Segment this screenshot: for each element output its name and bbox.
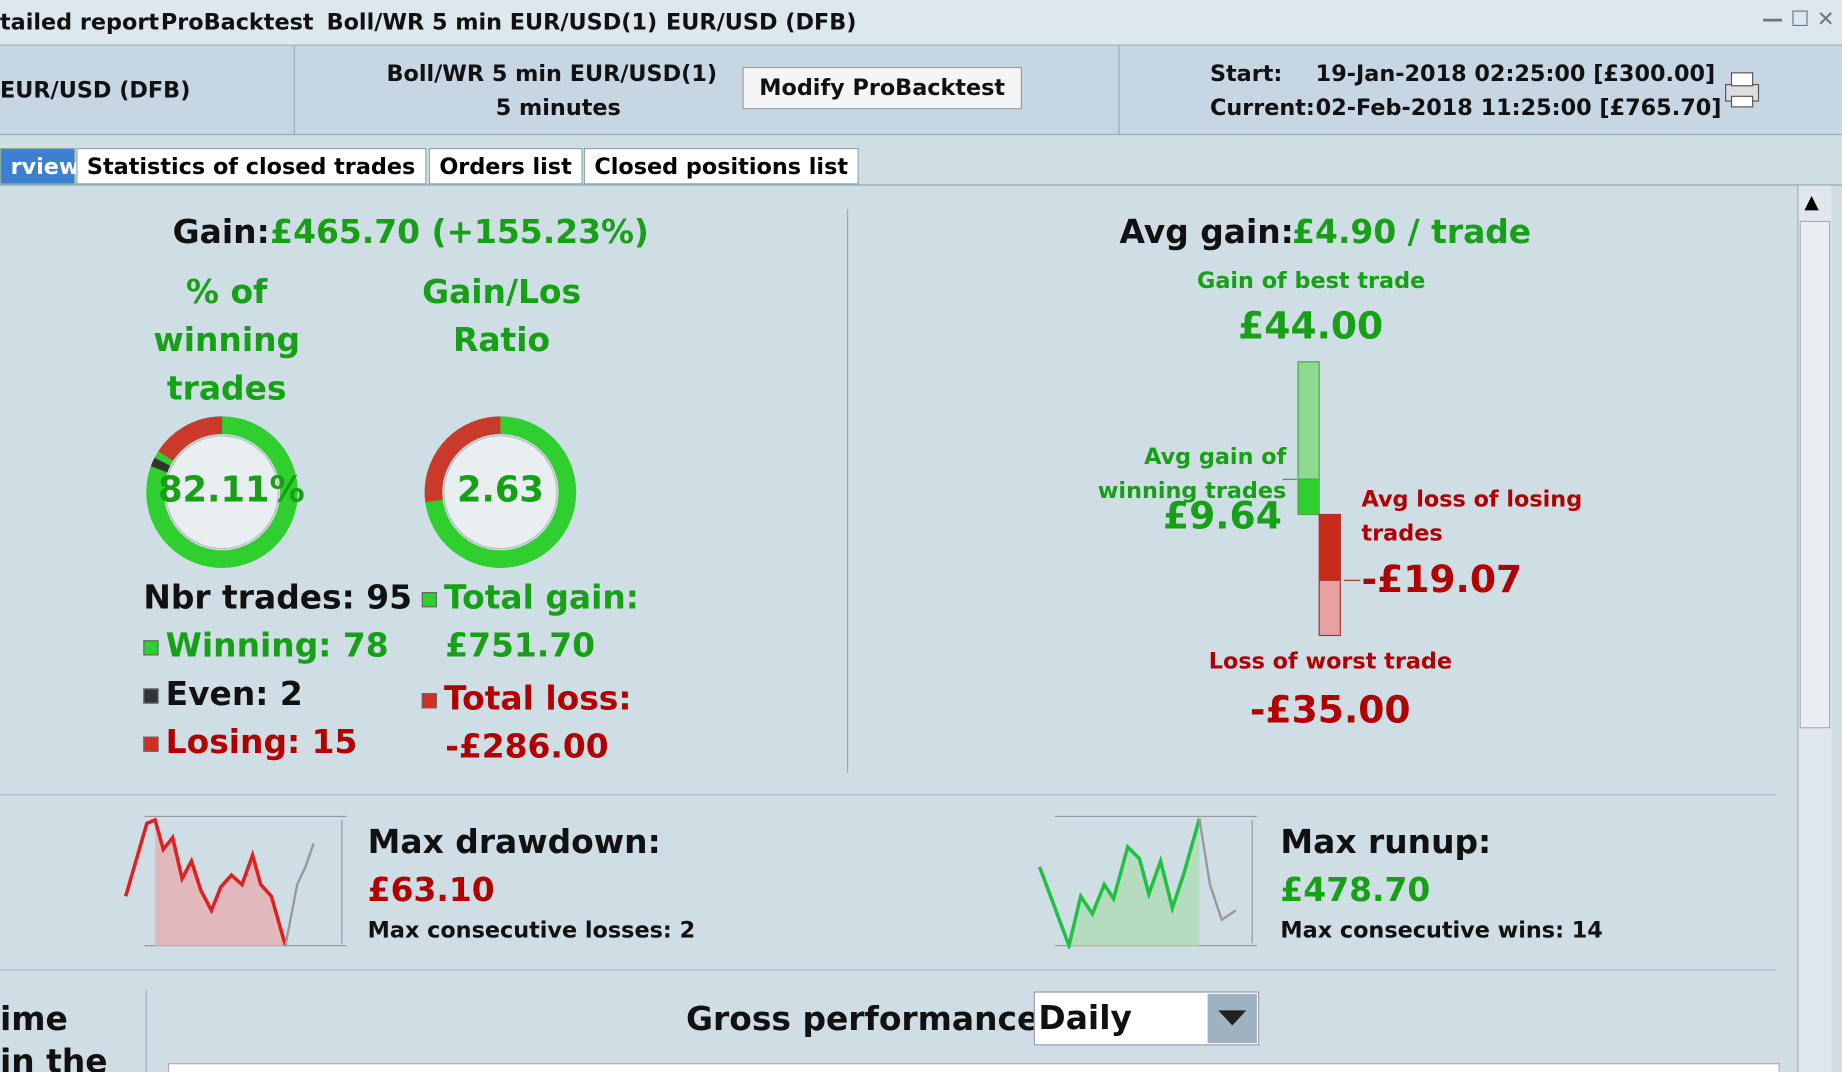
drawdown-label: Max drawdown: — [367, 822, 661, 862]
separator — [1118, 45, 1120, 134]
total-gain-label: Total gain: — [444, 577, 639, 617]
avg-loss-label: Avg loss of losing trades — [1361, 486, 1583, 547]
current-label: Current: — [1209, 95, 1315, 121]
avg-win-label: Avg gain of winning trades — [1097, 444, 1287, 504]
gain-value: £465.70 (+155.23%) — [270, 212, 649, 252]
avg-win: £9.64 — [1162, 493, 1282, 539]
win-pct: 82.11% — [158, 469, 305, 511]
modify-button[interactable]: Modify ProBacktest — [742, 66, 1022, 110]
ratio: 2.63 — [456, 469, 544, 511]
even: Even: 2 — [165, 674, 303, 714]
system: Boll/WR 5 min EUR/USD(1) — [386, 61, 718, 87]
title-part: tailed report — [0, 9, 160, 36]
losing: Losing: 15 — [165, 722, 358, 762]
separator — [0, 969, 1777, 971]
ratio-title: Gain/Los Ratio — [422, 272, 582, 360]
win-pct-title: % of winning trades — [153, 272, 301, 408]
drawdown-consecutive: Max consecutive losses: 2 — [367, 917, 696, 944]
window-controls[interactable]: — ☐ ✕ — [1762, 7, 1835, 32]
title-part: EUR/USD (DFB) — [666, 9, 857, 36]
runup-sparkline — [1037, 815, 1257, 950]
avg-gain-value: £4.90 / trade — [1292, 212, 1532, 252]
arrow-icon — [1218, 1010, 1247, 1026]
chart-area — [167, 1063, 1780, 1072]
print-icon[interactable] — [1721, 70, 1763, 110]
worst-label: Loss of worst trade — [1208, 648, 1453, 675]
worst: -£35.00 — [1249, 687, 1411, 732]
total-loss-label: Total loss: — [444, 678, 632, 718]
gross-label: Gross performance — [686, 999, 1040, 1039]
best-label: Gain of best trade — [1197, 267, 1426, 294]
current-value: 02-Feb-2018 11:25:00 [£765.70] — [1315, 95, 1722, 121]
start-value: 19-Jan-2018 02:25:00 [£300.00] — [1315, 61, 1716, 87]
instrument: EUR/USD (DFB) — [0, 77, 191, 104]
gain-label: Gain: — [172, 212, 270, 252]
runup-value: £478.70 — [1280, 870, 1431, 910]
scroll-up[interactable]: ▲ — [1804, 190, 1819, 213]
trade-bars — [1282, 361, 1361, 637]
runup-consecutive: Max consecutive wins: 14 — [1280, 917, 1603, 944]
tab[interactable]: Orders list — [428, 148, 583, 185]
scroll-thumb[interactable] — [1799, 220, 1831, 729]
avg-loss: -£19.07 — [1361, 556, 1523, 602]
time-in-label: ime in the — [0, 999, 108, 1072]
drawdown-sparkline — [124, 815, 347, 947]
separator — [293, 45, 295, 134]
win-donut — [146, 416, 298, 568]
title-bar — [0, 0, 1842, 46]
separator — [0, 794, 1777, 796]
total-loss: -£286.00 — [445, 727, 609, 766]
ratio-donut — [424, 416, 577, 568]
drawdown-value: £63.10 — [367, 870, 495, 910]
tab[interactable]: rview — [0, 148, 80, 185]
start-label: Start: — [1209, 61, 1283, 87]
tab[interactable]: Statistics of closed trades — [76, 148, 426, 185]
separator — [145, 990, 147, 1072]
nbr-trades: Nbr trades: 95 — [143, 577, 413, 617]
avg-gain-label: Avg gain: — [1119, 212, 1294, 252]
winning: Winning: 78 — [165, 626, 389, 665]
tab[interactable]: Closed positions list — [583, 148, 859, 185]
timeframe: 5 minutes — [495, 95, 621, 121]
runup-label: Max runup: — [1280, 822, 1492, 862]
separator — [846, 209, 849, 773]
total-gain: £751.70 — [445, 626, 596, 665]
tab-line — [0, 184, 1842, 186]
title-part: ProBacktest — [160, 9, 314, 36]
title-part: Boll/WR 5 min EUR/USD(1) — [326, 9, 658, 36]
best: £44.00 — [1238, 303, 1384, 348]
